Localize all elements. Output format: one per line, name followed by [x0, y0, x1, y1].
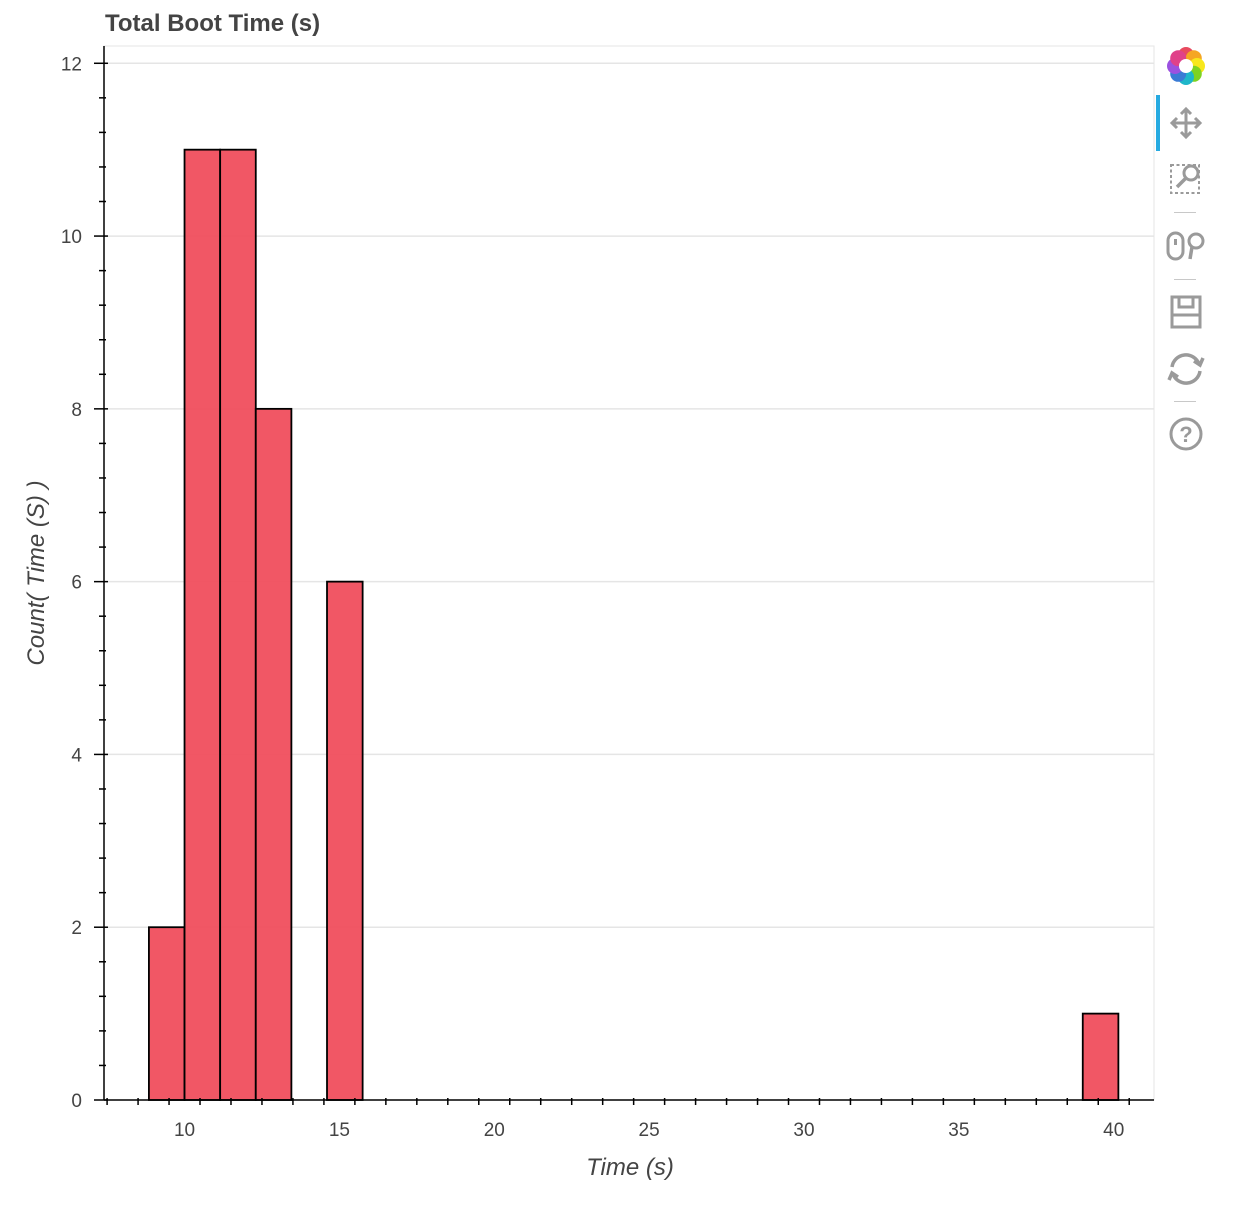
reset-icon[interactable]: [1160, 345, 1212, 393]
histogram-bar: [219, 148, 257, 1101]
histogram-bar: [326, 580, 364, 1101]
histogram-bar: [183, 148, 222, 1101]
save-icon[interactable]: [1160, 288, 1212, 336]
histogram-bars: [148, 148, 1120, 1101]
toolbar-divider: [1174, 279, 1196, 280]
histogram-bar: [1081, 1012, 1120, 1101]
histogram-bar: [148, 926, 186, 1101]
x-tick-label: 30: [793, 1120, 814, 1141]
toolbar-divider: [1174, 212, 1196, 213]
x-tick-label: 15: [329, 1120, 350, 1141]
toolbar-divider: [1174, 401, 1196, 402]
toolbar: ?: [1156, 40, 1216, 470]
y-tick-label: 8: [71, 400, 82, 421]
svg-text:?: ?: [1179, 422, 1192, 447]
box-zoom-icon[interactable]: [1160, 154, 1212, 202]
active-tool-indicator: [1156, 95, 1160, 151]
axes: 0 2 4 6 8 10 12 10 15 20 25 30 35 40: [61, 46, 1154, 1141]
pan-icon[interactable]: [1160, 99, 1212, 147]
x-tick-label: 10: [174, 1120, 195, 1141]
y-tick-label: 2: [71, 918, 82, 939]
x-tick-label: 40: [1103, 1120, 1124, 1141]
y-tick-label: 0: [71, 1091, 82, 1112]
y-axis-label: Count( Time (S) ): [23, 480, 50, 666]
y-tick-label: 10: [61, 227, 82, 248]
x-tick-label: 35: [948, 1120, 969, 1141]
wheel-zoom-icon[interactable]: [1160, 221, 1212, 269]
y-tick-label: 12: [61, 54, 82, 75]
y-tick-label: 4: [71, 745, 82, 766]
chart-title: Total Boot Time (s): [105, 10, 321, 37]
histogram-bar: [254, 407, 293, 1101]
bokeh-logo-icon[interactable]: [1160, 42, 1212, 90]
x-tick-label: 25: [639, 1120, 660, 1141]
y-tick-label: 6: [71, 573, 82, 594]
x-tick-label: 20: [484, 1120, 505, 1141]
x-axis-label: Time (s): [586, 1154, 674, 1181]
help-icon[interactable]: ?: [1160, 410, 1212, 458]
